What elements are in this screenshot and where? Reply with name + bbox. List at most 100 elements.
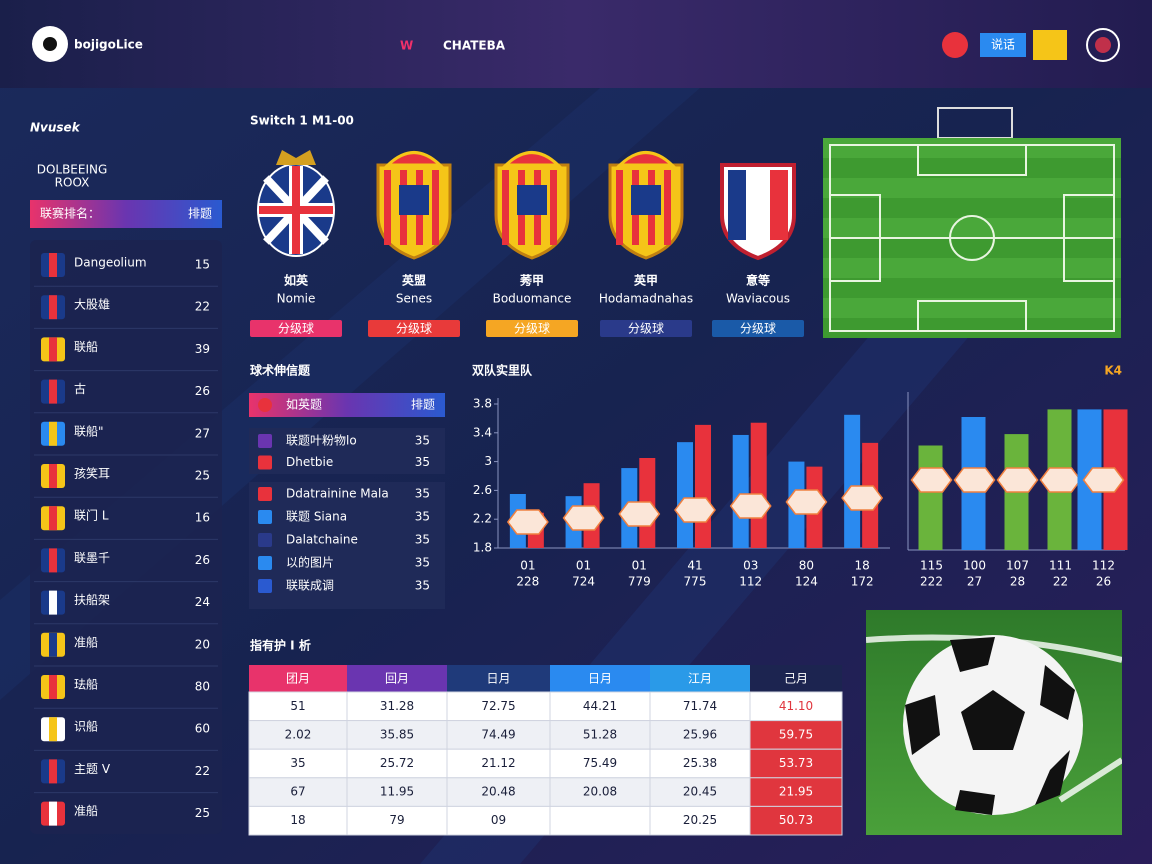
table-cell — [649, 691, 751, 722]
table-header-cell — [447, 665, 550, 692]
team-button-label[interactable]: 分级球 — [278, 322, 314, 336]
table-cell — [549, 691, 651, 722]
pitch-line — [1058, 757, 1122, 803]
x-tick-label: 28 — [1010, 575, 1025, 589]
team-sub: Boduomance — [493, 292, 572, 306]
crest-stripe — [432, 170, 439, 245]
stat-label: 联题叶粉物lo — [286, 434, 357, 448]
flag — [49, 632, 57, 657]
x-tick-label: 22 — [1053, 575, 1068, 589]
x-tick-label: 80 — [799, 559, 814, 573]
icon[interactable] — [1033, 30, 1067, 60]
table-header: 江月 — [688, 672, 712, 686]
table-value: 21.95 — [779, 785, 813, 799]
team-button[interactable] — [486, 320, 578, 337]
x-tick-label: 01 — [576, 559, 591, 573]
icon[interactable] — [1086, 28, 1120, 62]
badge-text[interactable]: 说话 — [991, 37, 1015, 52]
hex-badge — [785, 489, 828, 515]
table-value: 50.73 — [779, 813, 813, 827]
flag — [49, 548, 57, 573]
table-value: 20.08 — [583, 785, 617, 799]
crest-stripe — [502, 170, 509, 245]
brand: Nvusek — [30, 121, 81, 135]
crown — [276, 150, 316, 165]
stats-head-label: 如英题 — [286, 397, 322, 412]
sidebar-list — [30, 240, 222, 834]
title: CHATEBA — [443, 39, 506, 53]
tab[interactable] — [30, 200, 222, 228]
team-button[interactable] — [368, 320, 460, 337]
stat-value: 35 — [415, 556, 430, 570]
table-value: 20.45 — [683, 785, 717, 799]
table-cell — [446, 691, 551, 722]
team-button[interactable] — [712, 320, 804, 337]
icon[interactable] — [1095, 37, 1111, 53]
bar — [750, 422, 767, 548]
x-tick-label: 111 — [1049, 559, 1072, 573]
team-button-label[interactable]: 分级球 — [740, 322, 776, 336]
team-value: 26 — [195, 553, 210, 567]
team-name: 准船 — [74, 635, 98, 649]
hex-badge — [910, 467, 953, 493]
team-button-label[interactable]: 分级球 — [628, 322, 664, 336]
table-header: 回月 — [385, 672, 409, 686]
flag — [49, 801, 57, 826]
flag — [49, 464, 57, 488]
pitch-line — [1063, 194, 1115, 282]
x-tick-label: 222 — [920, 575, 943, 589]
team-button[interactable] — [600, 320, 692, 337]
bar — [732, 434, 749, 548]
table-cell — [749, 720, 843, 750]
flag — [49, 717, 57, 742]
table-value: 25.38 — [683, 756, 717, 770]
y-tick-label: 3 — [484, 454, 492, 468]
tab-label[interactable]: 联赛排名： — [40, 206, 100, 221]
y-tick-label: 3.8 — [473, 397, 492, 411]
tab-label[interactable]: 排题 — [188, 207, 212, 221]
stat-value: 35 — [415, 455, 430, 469]
crest-panel — [399, 185, 429, 215]
hex-badge — [996, 467, 1039, 493]
x-tick-label: 228 — [516, 575, 539, 589]
table-cell — [248, 691, 348, 722]
stat-label: 以的图片 — [286, 555, 334, 570]
team-name: 英甲 — [634, 273, 658, 288]
team-name: 联船" — [74, 424, 104, 438]
crest-stripe — [384, 170, 391, 245]
row-icon — [258, 434, 272, 448]
team-name: 识船 — [74, 720, 98, 734]
x-tick-label: 27 — [967, 575, 982, 589]
x-tick-label: 124 — [795, 575, 818, 589]
hex-badge — [841, 485, 884, 511]
section-title: 球术伸信题 — [250, 363, 311, 378]
badge[interactable] — [980, 33, 1026, 57]
logo-icon — [43, 37, 57, 51]
team-value: 22 — [195, 764, 210, 778]
table-value: 53.73 — [779, 756, 813, 770]
team-sub: Senes — [396, 292, 432, 306]
table-header: 日月 — [486, 672, 510, 686]
bar — [844, 414, 861, 548]
table-cell — [346, 748, 448, 779]
bar-chart: 双队实里队 1.8 2.2 2.6 3 3.4 3.8 01 228 01 724 01 779 41 77… — [472, 363, 890, 589]
pitch-stripe — [823, 138, 1121, 158]
icon[interactable] — [942, 32, 968, 58]
table-value: 25.96 — [683, 727, 717, 741]
table-header-cell — [249, 665, 347, 692]
chart-title: 双队实里队 — [472, 363, 533, 378]
team-card: 如英 Nomie 分级球 — [250, 150, 342, 337]
section-title: 指有护 I 析 — [250, 638, 311, 653]
x-tick-label: 107 — [1006, 559, 1029, 573]
table-value: 51.28 — [583, 727, 617, 741]
y-tick-label: 2.2 — [473, 512, 492, 526]
logo-text: bojigoLice — [74, 38, 143, 52]
team-button[interactable] — [250, 320, 342, 337]
hex-badge — [1082, 467, 1125, 493]
team-button-label[interactable]: 分级球 — [514, 322, 550, 336]
icon — [258, 398, 272, 412]
team-button-label[interactable]: 分级球 — [396, 322, 432, 336]
y-tick-label: 2.6 — [473, 483, 492, 497]
stats-head-label: 排题 — [411, 398, 435, 412]
table-cell — [549, 805, 651, 836]
